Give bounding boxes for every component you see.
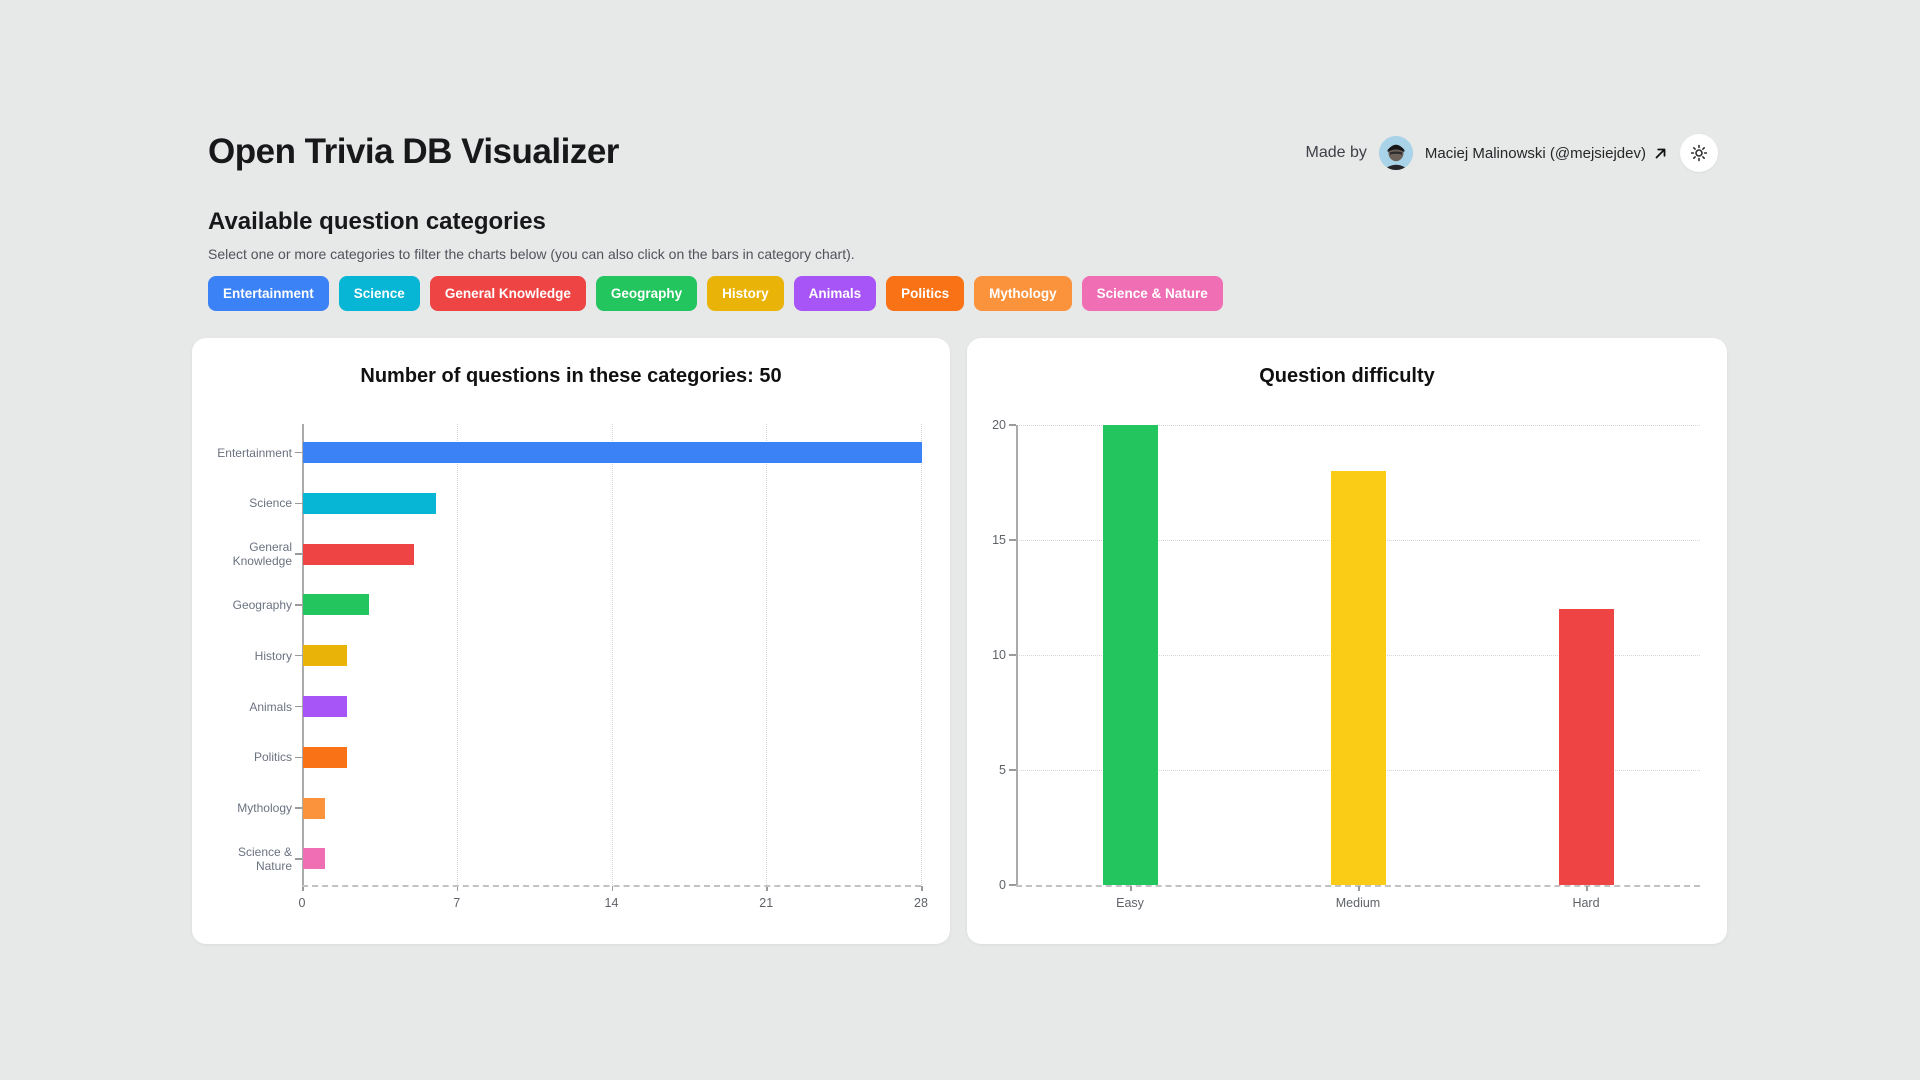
y-tick-mark xyxy=(1009,884,1016,886)
made-by-label: Made by xyxy=(1305,144,1367,161)
section-subtitle: Select one or more categories to filter … xyxy=(208,246,855,262)
y-tick-mark xyxy=(1009,769,1016,771)
bar-science[interactable] xyxy=(303,492,436,514)
sun-icon xyxy=(1690,144,1708,162)
y-tick-label: 0 xyxy=(999,878,1006,892)
y-tick-mark xyxy=(1009,424,1016,426)
author-name: Maciej Malinowski (@mejsiejdev) xyxy=(1424,144,1646,162)
y-category-label-entertainment: Entertainment xyxy=(217,445,292,460)
category-chart-card: Number of questions in these categories:… xyxy=(192,338,950,944)
author-avatar xyxy=(1378,136,1413,170)
x-category-label-medium: Medium xyxy=(1335,896,1381,910)
y-tick-mark xyxy=(295,604,302,606)
y-category-label-mythology: Mythology xyxy=(237,801,292,816)
y-category-label-politics: Politics xyxy=(253,750,292,765)
x-tick-mark xyxy=(921,886,923,891)
y-tick-mark xyxy=(295,502,302,505)
section-heading: Available question categories xyxy=(208,208,546,235)
category-pill-science-nature[interactable]: Science & Nature xyxy=(1081,276,1223,311)
bar-easy xyxy=(1102,425,1158,885)
x-tick-mark xyxy=(611,886,613,891)
x-tick-label: 0 xyxy=(298,896,306,910)
x-category-label-hard: Hard xyxy=(1572,896,1600,910)
y-tick-label: 15 xyxy=(992,533,1006,547)
theme-toggle-button[interactable] xyxy=(1680,134,1718,172)
bar-politics[interactable] xyxy=(303,746,348,768)
bar-history[interactable] xyxy=(303,645,348,667)
x-category-label-easy: Easy xyxy=(1116,896,1144,910)
y-tick-mark xyxy=(295,807,302,809)
page-title: Open Trivia DB Visualizer xyxy=(208,132,619,171)
x-tick-label: 21 xyxy=(759,896,774,910)
gridline xyxy=(921,424,922,885)
difficulty-chart-title: Question difficulty xyxy=(1259,365,1435,387)
bar-animals[interactable] xyxy=(303,696,348,717)
y-tick-mark xyxy=(295,451,302,454)
y-tick-mark xyxy=(295,858,302,860)
bar-entertainment[interactable] xyxy=(303,442,922,463)
y-tick-mark xyxy=(1009,654,1016,656)
bar-science-nature[interactable] xyxy=(303,848,326,870)
x-tick-mark xyxy=(456,886,459,891)
bar-mythology[interactable] xyxy=(303,797,326,819)
y-tick-mark xyxy=(295,756,302,759)
category-pill-geography[interactable]: Geography xyxy=(595,276,698,311)
y-tick-mark xyxy=(295,654,302,657)
y-axis-line xyxy=(1016,425,1018,885)
y-category-label-science-nature: Science & Nature xyxy=(237,844,292,873)
gridline xyxy=(766,424,768,885)
category-pill-mythology[interactable]: Mythology xyxy=(974,276,1072,311)
x-tick-label: 14 xyxy=(604,896,619,910)
y-category-label-animals: Animals xyxy=(249,699,292,714)
category-chart-title: Number of questions in these categories:… xyxy=(360,365,782,387)
author-link[interactable]: Maciej Malinowski (@mejsiejdev) xyxy=(1425,145,1668,162)
gridline xyxy=(1016,425,1700,426)
category-pill-list: Entertainment Science General Knowledge Geo… xyxy=(208,276,1223,311)
y-category-label-general-knowledge: General Knowledge xyxy=(232,539,292,569)
y-tick-label: 10 xyxy=(992,648,1006,662)
bar-medium xyxy=(1330,471,1386,885)
y-tick-label: 20 xyxy=(992,418,1006,432)
category-pill-politics[interactable]: Politics xyxy=(886,276,965,311)
y-tick-mark xyxy=(295,553,302,555)
x-tick-label: 7 xyxy=(453,896,461,910)
category-pill-general-knowledge[interactable]: General Knowledge xyxy=(429,276,586,311)
header-right: Made by Maciej Malinowski (@mejsiejdev) xyxy=(1305,134,1718,172)
category-pill-entertainment[interactable]: Entertainment xyxy=(208,276,329,311)
y-tick-label: 5 xyxy=(999,763,1006,777)
x-tick-mark xyxy=(1130,886,1132,891)
x-tick-mark xyxy=(1358,886,1360,891)
bar-hard xyxy=(1558,609,1614,885)
x-tick-mark xyxy=(766,886,768,891)
x-tick-mark xyxy=(302,886,304,891)
y-category-label-science: Science xyxy=(249,496,292,511)
category-pill-history[interactable]: History xyxy=(707,276,784,311)
y-category-label-geography: Geography xyxy=(232,597,292,612)
gridline xyxy=(611,424,613,885)
y-tick-mark xyxy=(1009,539,1016,541)
arrow-up-right-icon xyxy=(1655,148,1666,158)
y-category-label-history: History xyxy=(254,648,292,663)
x-tick-mark xyxy=(1586,886,1588,891)
y-tick-mark xyxy=(295,705,302,708)
gridline xyxy=(456,424,458,885)
x-tick-label: 28 xyxy=(914,896,928,910)
category-pill-animals[interactable]: Animals xyxy=(793,276,877,311)
difficulty-chart-card: Question difficulty 0 5 10 15 20 Easy Medium Ha… xyxy=(967,338,1727,944)
category-pill-science[interactable]: Science xyxy=(338,276,420,311)
x-axis-line xyxy=(302,885,921,887)
bar-general-knowledge[interactable] xyxy=(303,543,414,565)
bar-geography[interactable] xyxy=(303,594,370,616)
